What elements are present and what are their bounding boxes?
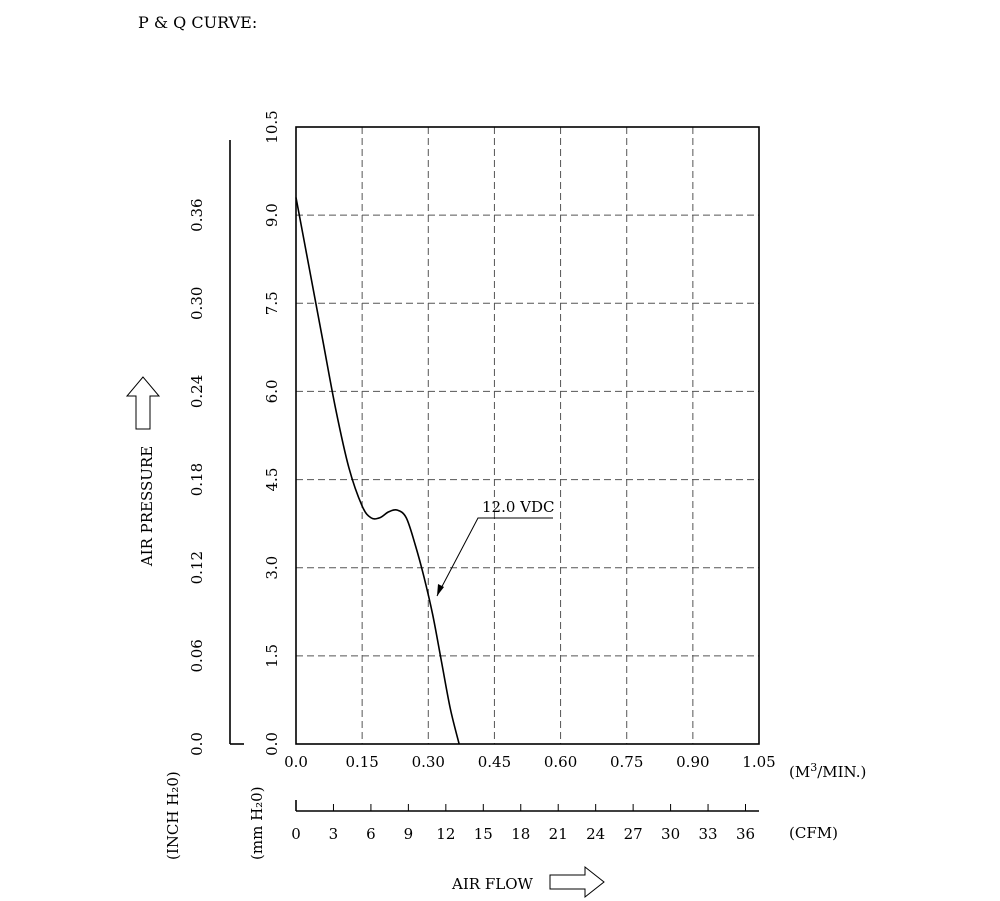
y-tick-label-inch: 0.06 xyxy=(188,639,206,672)
x-tick-label: 0.75 xyxy=(610,753,643,771)
x-axis-label: AIR FLOW xyxy=(451,875,533,893)
y-tick-label-mm: 4.5 xyxy=(263,468,281,492)
x-tick-label: 0.15 xyxy=(345,753,378,771)
y-tick-label-inch: 0.0 xyxy=(188,732,206,756)
y-ticks-mm: 0.0 1.5 3.0 4.5 6.0 7.5 9.0 10.5 xyxy=(263,110,281,756)
grid-lines xyxy=(296,127,759,744)
cfm-unit-label: (CFM) xyxy=(789,824,838,842)
x-tick-label: 0.90 xyxy=(676,753,709,771)
y-tick-label-mm: 9.0 xyxy=(263,203,281,227)
x-tick-label: 0.45 xyxy=(478,753,511,771)
cfm-tick-label: 24 xyxy=(586,825,605,843)
cfm-tick-label: 6 xyxy=(366,825,376,843)
y-tick-label-inch: 0.24 xyxy=(188,375,206,408)
x-tick-label: 0.30 xyxy=(412,753,445,771)
cfm-ticks: 0 3 6 9 12 15 18 21 24 27 30 33 36 xyxy=(291,804,755,843)
cfm-tick-label: 0 xyxy=(291,825,301,843)
y-tick-label-mm: 3.0 xyxy=(263,556,281,580)
cfm-tick-label: 9 xyxy=(404,825,414,843)
x-unit-tail: /MIN.) xyxy=(817,763,866,781)
x-tick-label: 0.60 xyxy=(544,753,577,771)
y-tick-label-mm: 10.5 xyxy=(263,110,281,143)
cfm-tick-label: 12 xyxy=(436,825,455,843)
plot-frame xyxy=(295,126,760,745)
x-tick-label: 1.05 xyxy=(742,753,775,771)
chart-title: P & Q CURVE: xyxy=(138,13,257,32)
x-unit-superscript: 3 xyxy=(810,761,817,774)
cfm-tick-label: 27 xyxy=(624,825,643,843)
y-tick-label-mm: 0.0 xyxy=(263,732,281,756)
up-arrow-icon xyxy=(125,376,161,430)
cfm-tick-label: 18 xyxy=(511,825,530,843)
cfm-tick-label: 15 xyxy=(474,825,493,843)
cfm-tick-label: 21 xyxy=(549,825,568,843)
y-tick-label-inch: 0.12 xyxy=(188,551,206,584)
cfm-tick-label: 30 xyxy=(661,825,680,843)
x-unit-label: (M3/MIN.) xyxy=(789,761,866,781)
y-tick-label-inch: 0.18 xyxy=(188,463,206,496)
cfm-tick-label: 3 xyxy=(329,825,339,843)
cfm-tick-label: 33 xyxy=(699,825,718,843)
y-tick-label-mm: 6.0 xyxy=(263,379,281,403)
y-ticks-inch: 0.0 0.06 0.12 0.18 0.24 0.30 0.36 xyxy=(188,198,206,755)
y-tick-label-inch: 0.36 xyxy=(188,198,206,231)
y-tick-label-inch: 0.30 xyxy=(188,287,206,320)
y-axis-label: AIR PRESSURE xyxy=(138,446,156,567)
series-label-12vdc: 12.0 VDC xyxy=(482,498,555,516)
series-line-12vdc xyxy=(295,197,460,745)
y-tick-label-mm: 1.5 xyxy=(263,644,281,668)
y-tick-label-mm: 7.5 xyxy=(263,291,281,315)
x-tick-label: 0.0 xyxy=(284,753,308,771)
right-arrow-icon xyxy=(549,865,605,899)
x-ticks: 0.0 0.15 0.30 0.45 0.60 0.75 0.90 1.05 xyxy=(284,753,776,771)
series-callout-arrowhead xyxy=(437,584,444,596)
x-unit-base: (M xyxy=(789,763,810,781)
y-unit-inch: (INCH H₂0) xyxy=(164,771,182,860)
series-callout-line xyxy=(436,517,553,597)
cfm-tick-label: 36 xyxy=(736,825,755,843)
y-unit-mm: (mm H₂0) xyxy=(248,786,266,860)
